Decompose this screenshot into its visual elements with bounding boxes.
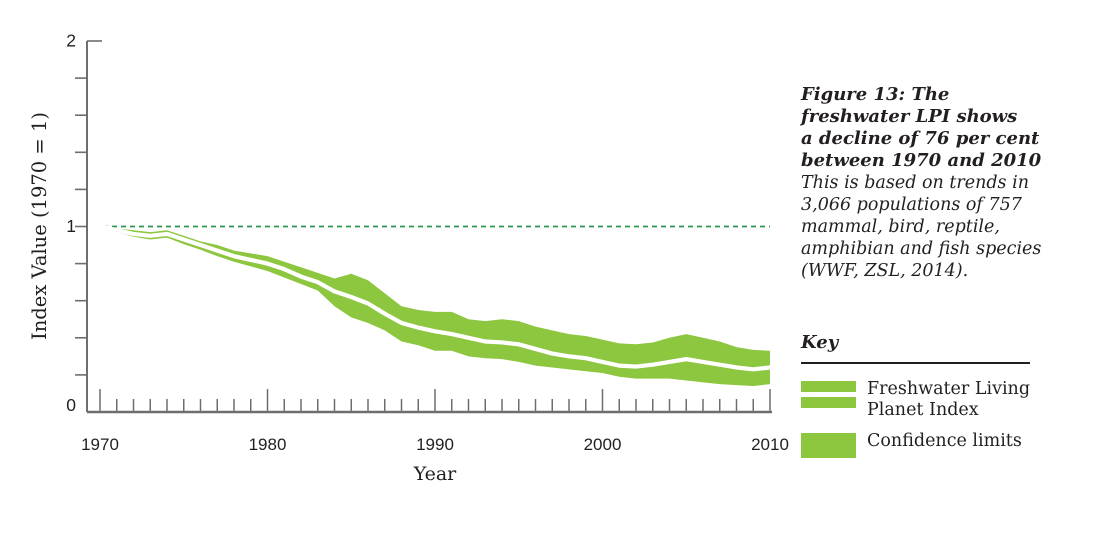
- legend-label-lpi: Freshwater Living Planet Index: [867, 379, 1031, 420]
- figure-caption: Figure 13: The freshwater LPI shows a de…: [801, 84, 1093, 282]
- y-tick-label: 2: [66, 31, 76, 51]
- legend-label-confidence: Confidence limits: [867, 431, 1022, 451]
- y-axis-title: Index Value (1970 = 1): [28, 112, 51, 340]
- lpi-chart: 0 1 2 1970 1980 1990 2000 2010 Year Index Value (…: [28, 31, 789, 486]
- key-title: Key: [801, 332, 839, 353]
- confidence-band: [100, 226, 770, 387]
- figure-caption-body: This is based on trends in 3,066 populat…: [801, 173, 1042, 281]
- lpi-line-swatch-icon: [801, 381, 856, 408]
- figure-caption-title: Figure 13: The freshwater LPI shows a de…: [801, 84, 1042, 171]
- y-tick-label: 0: [66, 395, 76, 415]
- legend-item-confidence: Confidence limits: [801, 431, 1093, 458]
- x-tick-label: 1980: [249, 435, 287, 454]
- lpi-index-line: [97, 224, 773, 372]
- key-divider: [801, 362, 1030, 364]
- x-tick-label: 1990: [416, 435, 454, 454]
- x-tick-label: 2000: [584, 435, 622, 454]
- x-tick-label: 1970: [81, 435, 119, 454]
- x-axis-title: Year: [413, 463, 457, 485]
- x-tick-label: 2010: [751, 435, 789, 454]
- chart-key: Key Freshwater Living Planet Index Confi…: [801, 333, 1093, 458]
- y-tick-label: 1: [66, 216, 76, 236]
- legend-item-lpi: Freshwater Living Planet Index: [801, 379, 1093, 421]
- confidence-swatch-icon: [801, 433, 856, 458]
